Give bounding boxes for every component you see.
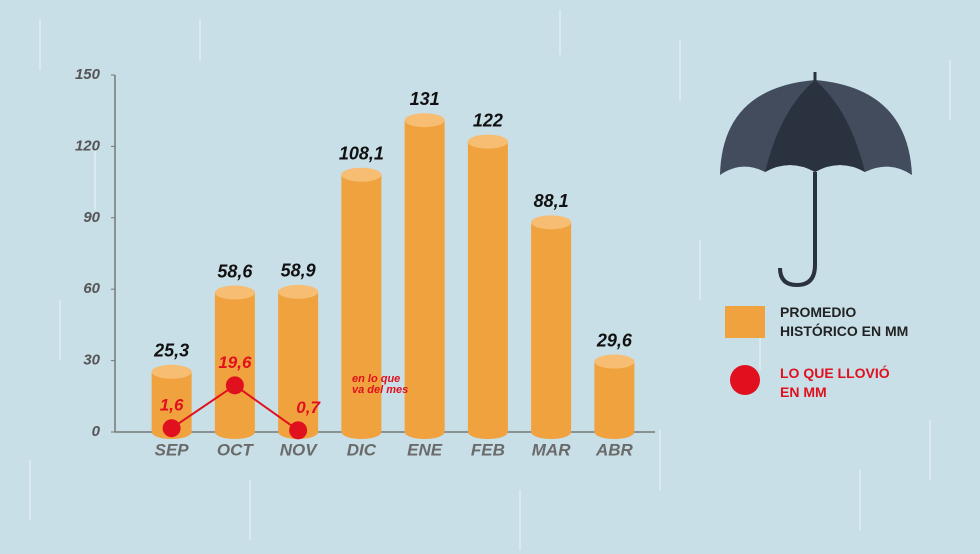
bar-top — [214, 285, 255, 300]
bar-top — [151, 364, 192, 379]
umbrella-icon — [720, 72, 912, 288]
y-tick-label: 120 — [75, 137, 101, 154]
x-tick-label: OCT — [217, 440, 255, 459]
bar — [341, 174, 382, 433]
legend-swatch — [730, 365, 760, 395]
y-tick-label: 60 — [83, 280, 100, 297]
line-point — [289, 421, 308, 440]
bar-top — [341, 167, 382, 182]
y-tick-label: 30 — [83, 352, 100, 369]
data-label: 58,9 — [281, 261, 316, 281]
bar — [531, 222, 572, 432]
bar-top — [467, 134, 508, 149]
bar-top — [404, 113, 445, 128]
bar-bottom — [531, 425, 572, 439]
bar-top — [531, 215, 572, 230]
bar-top — [594, 354, 635, 369]
annotation: en lo que va del mes — [352, 373, 409, 396]
bar — [467, 141, 508, 432]
line-point — [162, 419, 181, 438]
data-label: 88,1 — [534, 191, 569, 211]
data-label: 131 — [410, 89, 440, 109]
bar-bottom — [341, 425, 382, 439]
x-tick-label: ENE — [407, 440, 443, 459]
bar-bottom — [214, 425, 255, 439]
y-tick-label: 0 — [92, 423, 101, 440]
x-tick-label: NOV — [280, 440, 319, 459]
data-label: 1,6 — [160, 396, 184, 415]
x-tick-label: MAR — [532, 440, 571, 459]
data-label: 122 — [473, 110, 503, 130]
legend-label: LO QUE LLOVIÓ EN MM — [780, 365, 890, 400]
bar — [594, 361, 635, 432]
data-label: 19,6 — [218, 353, 252, 372]
bar — [404, 120, 445, 432]
bar — [278, 291, 319, 432]
y-tick-label: 90 — [83, 209, 100, 226]
data-label: 29,6 — [596, 330, 633, 350]
bar — [214, 292, 255, 432]
x-tick-label: ABR — [595, 440, 634, 459]
bar-top — [278, 284, 319, 299]
x-tick-label: DIC — [347, 440, 377, 459]
line-point — [225, 376, 244, 395]
bar-bottom — [594, 425, 635, 439]
bar-bottom — [404, 425, 445, 439]
legend-swatch — [725, 306, 765, 338]
bar-bottom — [467, 425, 508, 439]
x-tick-label: SEP — [155, 440, 190, 459]
y-tick-label: 150 — [75, 66, 101, 83]
rain — [29, 10, 951, 550]
data-label: 108,1 — [339, 143, 384, 163]
data-label: 0,7 — [296, 398, 321, 417]
data-label: 58,6 — [217, 261, 253, 281]
data-label: 25,3 — [153, 341, 189, 361]
legend-label: PROMEDIO HISTÓRICO EN MM — [780, 304, 909, 339]
x-tick-label: FEB — [471, 440, 505, 459]
